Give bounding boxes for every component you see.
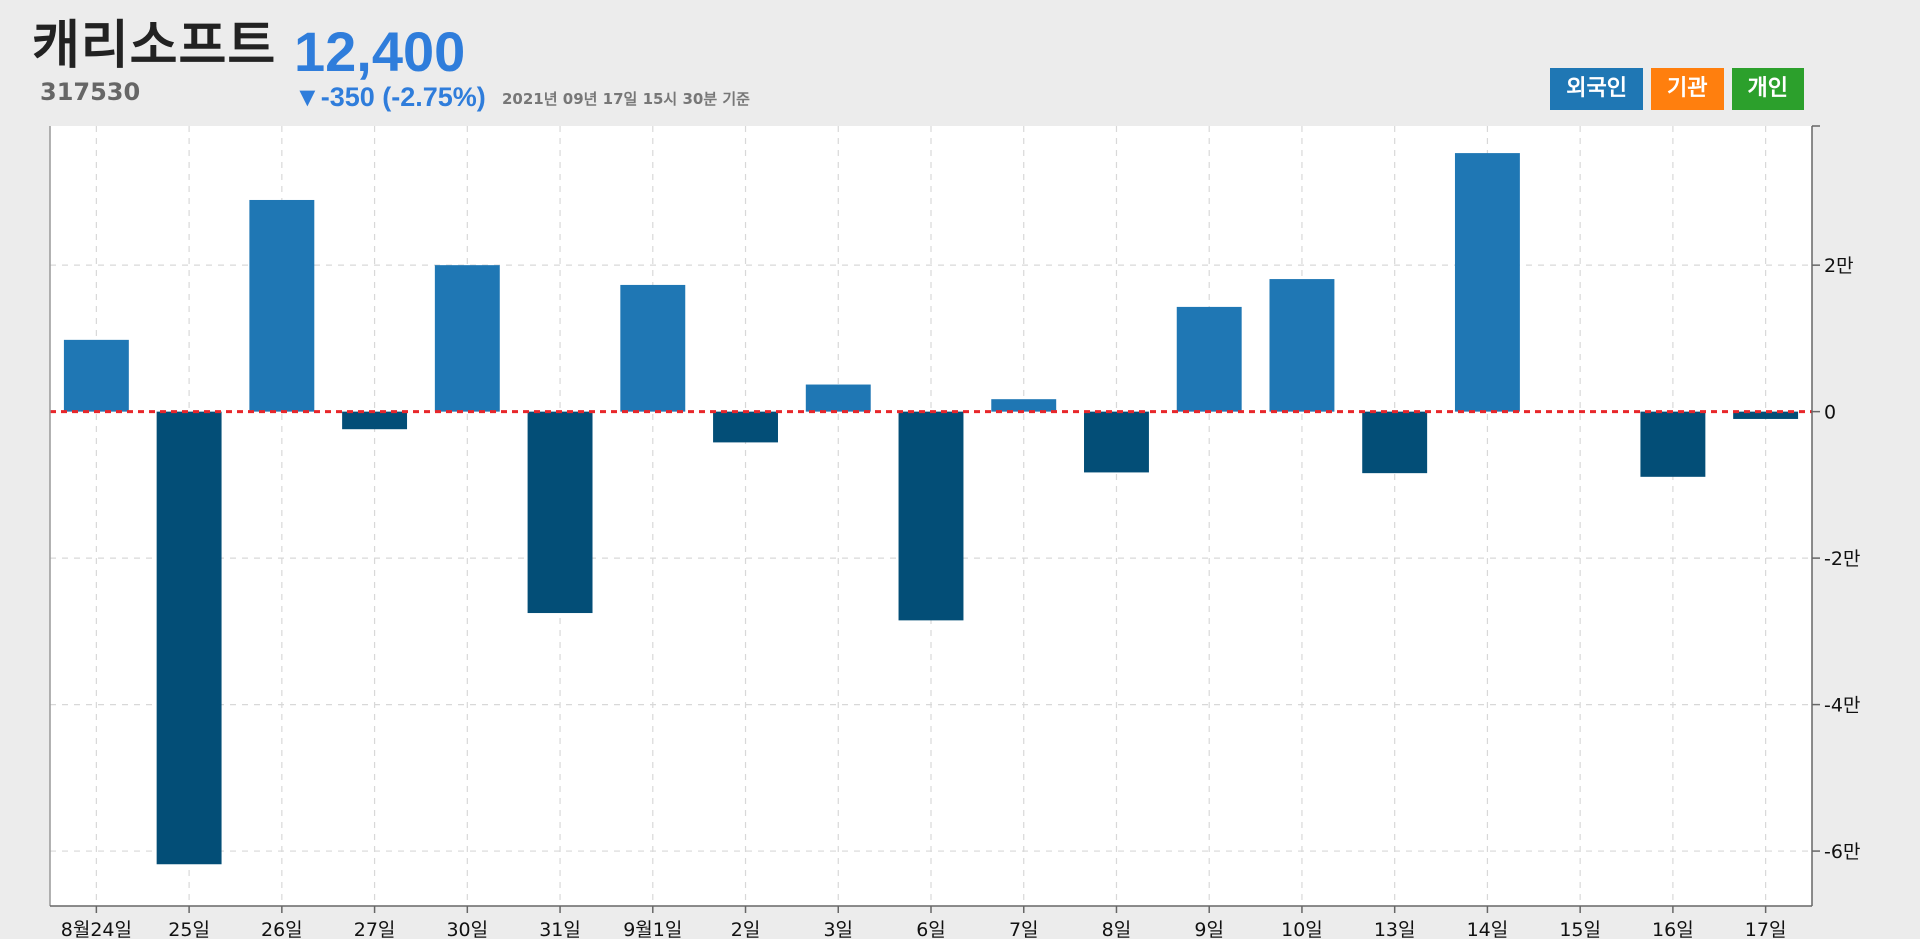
bars	[63, 153, 1799, 865]
timestamp: 2021년 09년 17일 15시 30분 기준	[502, 90, 750, 108]
bar	[1640, 411, 1706, 477]
axes	[49, 125, 1820, 913]
x-tick-label: 13일	[1374, 919, 1416, 939]
bar	[991, 399, 1057, 412]
bar	[1362, 411, 1428, 474]
x-tick-label: 31일	[539, 919, 581, 939]
bar	[620, 284, 686, 412]
x-tick-label: 3일	[823, 919, 853, 939]
y-tick-label: -6만	[1824, 841, 1860, 863]
bar	[1269, 279, 1335, 412]
x-tick-label: 27일	[354, 919, 396, 939]
current-price: 12,400	[294, 20, 466, 83]
institution-button[interactable]: 기관	[1651, 68, 1724, 110]
x-tick-label: 10일	[1281, 919, 1323, 939]
x-tick-label: 9일	[1194, 919, 1224, 939]
bar	[898, 411, 964, 621]
y-tick-label: 2만	[1824, 255, 1854, 277]
bar	[713, 411, 778, 443]
price-change: ▼-350 (-2.75%)	[294, 82, 486, 112]
y-axis-labels: -6만 -4만 -2만 0 2만	[1824, 255, 1860, 863]
x-tick-label: 9월1일	[623, 919, 682, 939]
x-tick-label: 30일	[446, 919, 488, 939]
x-tick-label: 2일	[731, 919, 761, 939]
x-tick-label: 7일	[1009, 919, 1039, 939]
bar	[527, 411, 593, 614]
x-tick-label: 8일	[1102, 919, 1132, 939]
bar	[805, 384, 871, 412]
bar	[63, 339, 129, 412]
x-tick-label: 15일	[1559, 919, 1601, 939]
investor-type-selector: 외국인 기관 개인	[1550, 68, 1804, 110]
bar	[1454, 153, 1520, 412]
bar	[249, 199, 315, 412]
bar	[1733, 411, 1799, 419]
foreign-investor-button[interactable]: 외국인	[1550, 68, 1644, 110]
x-tick-label: 8월24일	[61, 919, 132, 939]
bar	[342, 411, 408, 430]
x-tick-label: 6일	[916, 919, 946, 939]
x-tick-label: 14일	[1467, 919, 1509, 939]
bar	[156, 411, 222, 865]
stock-name: 캐리소프트	[32, 16, 277, 76]
y-tick-label: -2만	[1824, 548, 1860, 570]
individual-button[interactable]: 개인	[1731, 68, 1804, 110]
bar	[434, 265, 500, 412]
x-tick-label: 26일	[261, 919, 303, 939]
x-tick-label: 17일	[1745, 919, 1787, 939]
x-tick-label: 25일	[168, 919, 210, 939]
y-tick-label: -4만	[1824, 695, 1860, 717]
x-axis-labels: 8월24일 25일 26일 27일 30일 31일 9월1일 2일 3일 6일 7일 8일 9일 10일 1…	[61, 919, 1787, 939]
stock-code: 317530	[40, 78, 141, 106]
bar	[1084, 411, 1149, 473]
bar	[1176, 306, 1242, 412]
y-tick-label: 0	[1824, 402, 1836, 424]
x-tick-label: 16일	[1652, 919, 1694, 939]
